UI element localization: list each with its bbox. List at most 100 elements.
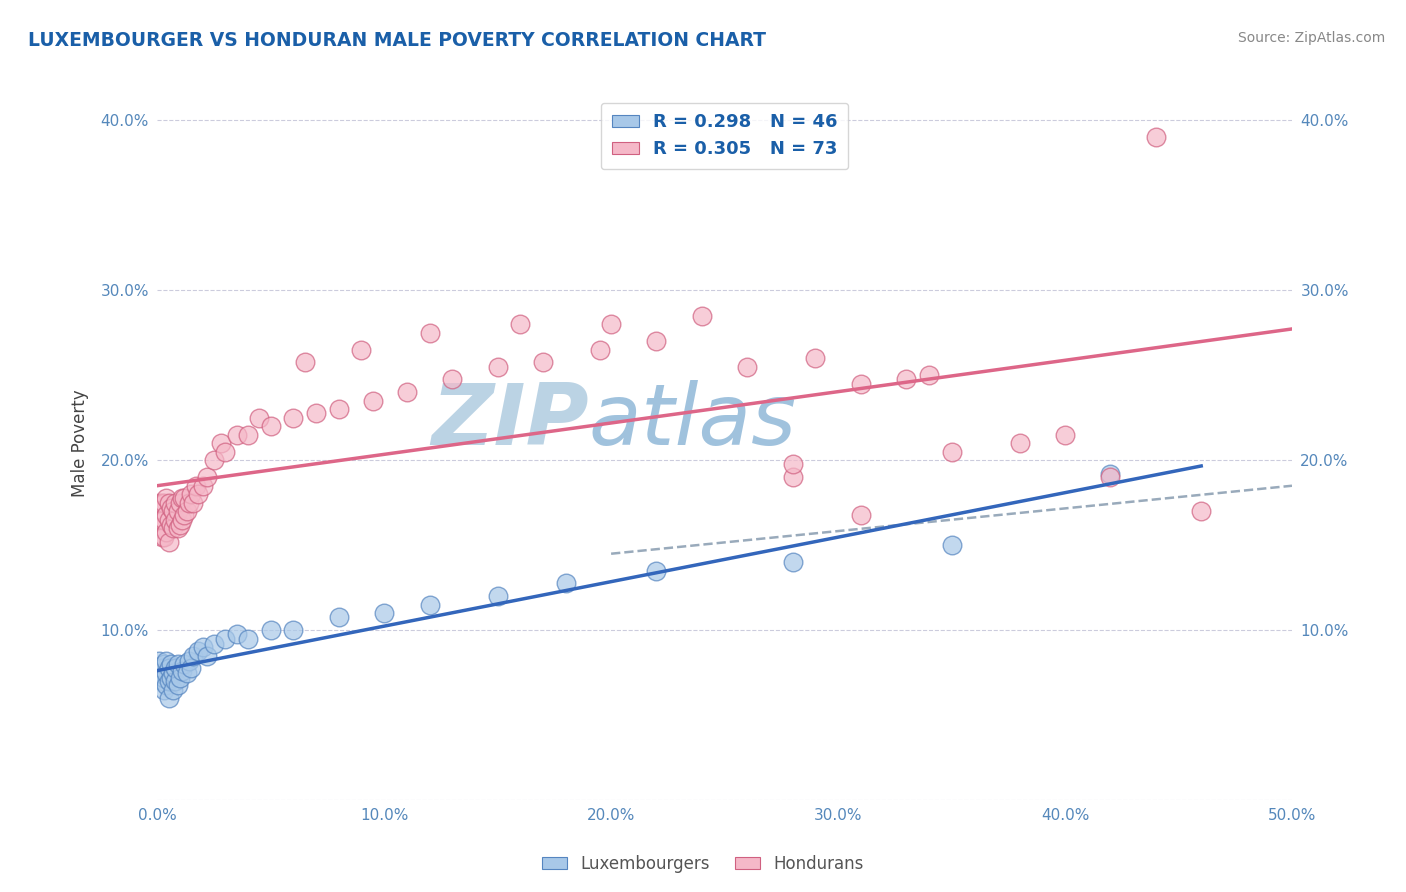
Point (153, 513, 176, 527)
Point (941, 538, 963, 552)
Point (172, 491, 194, 505)
Point (782, 457, 804, 471)
Point (165, 513, 187, 527)
Point (195, 648, 218, 663)
Point (1008, 436, 1031, 450)
Point (150, 513, 173, 527)
Text: Source: ZipAtlas.com: Source: ZipAtlas.com (1237, 31, 1385, 45)
Point (173, 508, 195, 522)
Text: LUXEMBOURGER VS HONDURAN MALE POVERTY CORRELATION CHART: LUXEMBOURGER VS HONDURAN MALE POVERTY CO… (28, 31, 766, 50)
Point (735, 359, 758, 374)
Point (202, 637, 225, 651)
Point (150, 530, 173, 544)
Point (162, 521, 184, 535)
Point (155, 677, 177, 691)
Point (419, 598, 441, 612)
Point (176, 665, 198, 680)
Point (165, 660, 187, 674)
Point (159, 657, 181, 672)
Point (155, 654, 177, 668)
Legend: Luxembourgers, Hondurans: Luxembourgers, Hondurans (536, 848, 870, 880)
Point (177, 654, 200, 668)
Point (236, 427, 259, 442)
Point (373, 606, 395, 620)
Point (162, 682, 184, 697)
Point (169, 671, 191, 685)
Point (849, 508, 872, 522)
Text: atlas: atlas (588, 380, 796, 463)
Point (305, 406, 328, 420)
Point (941, 444, 963, 458)
Point (157, 534, 180, 549)
Point (187, 487, 209, 501)
Point (247, 410, 270, 425)
Point (1053, 427, 1076, 442)
Point (1099, 470, 1122, 484)
Point (159, 671, 181, 685)
Point (153, 657, 176, 672)
Point (191, 640, 214, 655)
Point (155, 491, 177, 505)
Point (350, 343, 373, 357)
Point (162, 504, 184, 518)
Point (176, 504, 198, 518)
Point (600, 318, 623, 332)
Point (419, 326, 441, 340)
Point (157, 691, 180, 706)
Point (918, 368, 941, 383)
Point (782, 555, 804, 569)
Point (173, 657, 195, 672)
Point (148, 521, 170, 535)
Point (187, 643, 209, 657)
Point (172, 664, 194, 678)
Legend: R = 0.298   N = 46, R = 0.305   N = 73: R = 0.298 N = 46, R = 0.305 N = 73 (600, 103, 848, 169)
Point (328, 402, 350, 417)
Point (1144, 130, 1167, 145)
Point (165, 496, 187, 510)
Point (159, 500, 181, 515)
Point (183, 648, 205, 663)
Point (1189, 504, 1212, 518)
Point (148, 496, 170, 510)
Point (486, 359, 509, 374)
Point (214, 444, 236, 458)
Point (782, 470, 804, 484)
Point (183, 496, 205, 510)
Point (180, 487, 202, 501)
Point (150, 496, 173, 510)
Point (166, 521, 188, 535)
Point (260, 419, 283, 434)
Point (177, 496, 200, 510)
Point (153, 682, 176, 697)
Point (184, 479, 207, 493)
Point (148, 665, 170, 680)
Point (395, 385, 418, 400)
Point (554, 575, 576, 590)
Point (645, 334, 668, 349)
Point (157, 513, 180, 527)
Point (328, 609, 350, 624)
Point (531, 354, 554, 368)
Point (153, 671, 176, 685)
Point (1099, 467, 1122, 481)
Point (589, 343, 612, 357)
Point (645, 564, 668, 578)
Point (157, 674, 180, 689)
Point (169, 496, 191, 510)
Point (166, 677, 188, 691)
Y-axis label: Male Poverty: Male Poverty (72, 390, 89, 497)
Point (361, 393, 384, 408)
Point (209, 436, 232, 450)
Text: ZIP: ZIP (430, 380, 588, 463)
Point (153, 496, 176, 510)
Point (157, 660, 180, 674)
Point (159, 517, 181, 532)
Point (202, 453, 225, 467)
Point (157, 496, 180, 510)
Point (225, 427, 247, 442)
Point (294, 354, 316, 368)
Point (162, 665, 184, 680)
Point (849, 376, 872, 391)
Point (169, 517, 191, 532)
Point (236, 632, 259, 646)
